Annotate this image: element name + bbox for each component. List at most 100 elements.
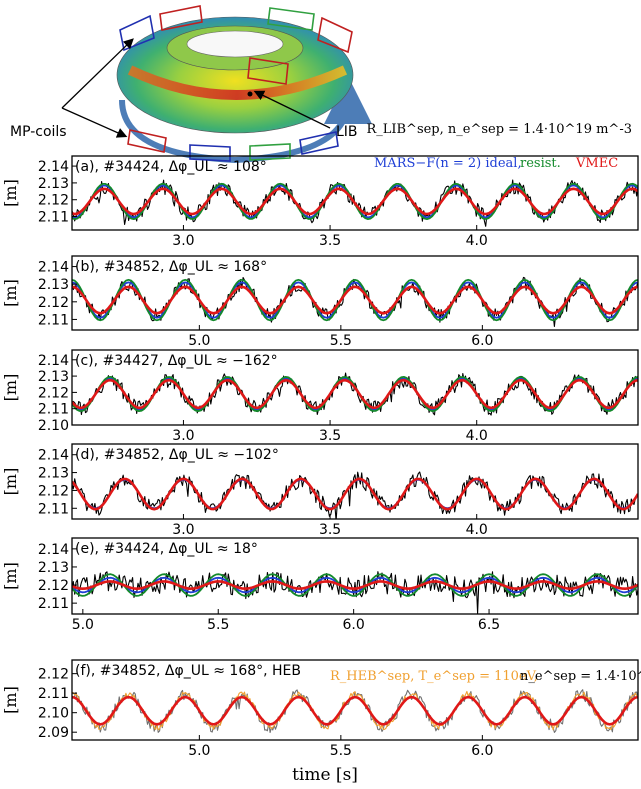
y-tick-label: 2.10	[38, 706, 69, 722]
x-axis-label: time [s]	[292, 765, 358, 785]
y-tick-label: 2.13	[38, 369, 69, 385]
torus-hole	[186, 30, 284, 58]
y-tick-label: 2.13	[38, 176, 69, 192]
x-tick-label: 5.5	[330, 743, 352, 759]
x-tick-label: 5.0	[72, 617, 94, 633]
panel-label: (a), #34424, Δφ_UL ≈ 108°	[75, 159, 267, 175]
coil	[249, 143, 291, 161]
x-tick-label: 6.5	[478, 617, 500, 633]
legend-resist: resist.	[520, 156, 561, 171]
x-tick-label: 5.5	[330, 333, 352, 349]
lib-position-marker	[247, 91, 253, 97]
series-line-vmec	[72, 477, 638, 511]
y-tick-label: 2.12	[38, 667, 69, 683]
legend-heb-condition: R_HEB^sep, T_e^sep = 110eV,	[330, 669, 538, 684]
y-tick-label: 2.12	[38, 578, 69, 594]
y-tick-label: 2.12	[38, 385, 69, 401]
torus-illustration: MP-coils LIB	[10, 5, 372, 164]
y-tick-label: 2.11	[38, 210, 69, 226]
x-tick-label: 3.5	[319, 522, 341, 538]
x-tick-label: 6.0	[471, 743, 493, 759]
panel-c: 2.102.112.122.132.14 3.0 3.5 4.0 (c), #34427…	[1, 349, 639, 444]
x-tick-label: 3.0	[172, 428, 194, 444]
coil	[189, 144, 231, 162]
x-tick-label: 3.0	[172, 522, 194, 538]
panel-frame	[71, 349, 639, 426]
coil	[299, 131, 339, 155]
legend-heb-density: n_e^sep = 1.4·10^19 m^-3	[520, 669, 641, 684]
x-tick-label: 3.5	[319, 233, 341, 249]
panel-label: (c), #34427, Δφ_UL ≈ −162°	[75, 353, 278, 369]
coil	[159, 5, 203, 31]
x-tick-label: 5.0	[188, 743, 210, 759]
x-tick-label: 3.0	[172, 233, 194, 249]
series-line-resist-	[72, 278, 638, 322]
x-tick-label: 5.0	[188, 333, 210, 349]
coil	[119, 14, 155, 52]
y-tick-label: 2.14	[38, 159, 69, 175]
series-line-vmec	[72, 378, 638, 410]
x-tick-label: 4.0	[466, 233, 488, 249]
panel-e: 2.11 2.12 2.13 2.14 5.0 5.5 6.0 6.5 (e), #34424,…	[1, 537, 639, 633]
y-axis-label: [m]	[1, 562, 20, 590]
y-tick-label: 2.09	[38, 725, 69, 741]
y-tick-label: 2.14	[38, 542, 69, 558]
panel-a: 2.112.122.132.14 3.0 3.5 4.0 (a), #34424, Δφ…	[1, 155, 639, 249]
series-line-vmec	[72, 580, 638, 590]
lib-label: LIB	[336, 124, 358, 140]
x-tick-label: 4.0	[466, 522, 488, 538]
y-tick-label: 2.12	[38, 483, 69, 499]
top-condition-legend: R_LIB^sep, n_e^sep = 1.4·10^19 m^-3	[366, 122, 632, 137]
coil-callout-arrow	[61, 38, 134, 109]
y-axis-label: [m]	[1, 179, 20, 207]
y-axis-label: [m]	[1, 279, 20, 307]
y-tick-label: 2.13	[38, 277, 69, 293]
panel-label: (b), #34852, Δφ_UL ≈ 168°	[75, 259, 267, 275]
panel-label: (f), #34852, Δφ_UL ≈ 168°, HEB	[75, 663, 301, 679]
y-axis-label: [m]	[1, 468, 20, 496]
panel-frame	[71, 443, 639, 520]
coil	[247, 57, 289, 85]
panel-frame	[71, 155, 639, 231]
series-line-measurement	[72, 571, 638, 614]
y-tick-label: 2.13	[38, 560, 69, 576]
series-line-vmec	[72, 187, 638, 216]
x-tick-label: 6.0	[471, 333, 493, 349]
coil	[267, 7, 315, 31]
y-tick-label: 2.11	[38, 402, 69, 418]
series-line-resist-	[72, 477, 638, 511]
mp-coils-label: MP-coils	[10, 124, 67, 140]
y-tick-label: 2.12	[38, 295, 69, 311]
y-tick-label: 2.11	[38, 501, 69, 517]
series-line-ideal	[72, 478, 638, 510]
legend-vmec: VMEC	[575, 156, 618, 171]
coil-callout-arrow	[61, 107, 128, 138]
panel-frame	[71, 537, 639, 615]
panel-d: 2.11 2.122.13 2.14 3.0 3.5 4.0 (d), #34852, Δφ…	[1, 443, 639, 538]
y-tick-label: 2.12	[38, 193, 69, 209]
torus-band	[127, 65, 348, 100]
model-legend: MARS−F(n = 2) ideal, resist. VMEC	[374, 156, 618, 171]
x-tick-label: 4.0	[466, 428, 488, 444]
y-tick-label: 2.11	[38, 596, 69, 612]
series-line-vmec	[72, 695, 638, 726]
panel-frame	[71, 659, 639, 741]
series-line-measurement	[72, 276, 638, 327]
panel-f: 2.09 2.10 2.11 2.12 5.0 5.5 6.0 (f), #34852, Δφ…	[1, 659, 639, 759]
panel-b: 2.112.12 2.132.14 5.0 5.5 6.0 (b), #34852, Δφ…	[1, 255, 639, 349]
y-tick-label: 2.14	[38, 353, 69, 369]
panel-label: (e), #34424, Δφ_UL ≈ 18°	[75, 541, 258, 557]
panel-frame	[71, 255, 639, 331]
mp-coil-set	[119, 5, 353, 162]
series-line-ideal	[72, 576, 638, 594]
x-tick-label: 6.0	[343, 617, 365, 633]
y-axis-label: [m]	[1, 374, 20, 402]
coil	[127, 129, 167, 153]
series-line-resist-	[72, 573, 638, 597]
y-tick-label: 2.11	[38, 686, 69, 702]
y-tick-label: 2.10	[38, 418, 69, 434]
lib-callout-arrow	[253, 90, 331, 129]
panel-label: (d), #34852, Δφ_UL ≈ −102°	[75, 447, 279, 463]
y-tick-label: 2.13	[38, 466, 69, 482]
